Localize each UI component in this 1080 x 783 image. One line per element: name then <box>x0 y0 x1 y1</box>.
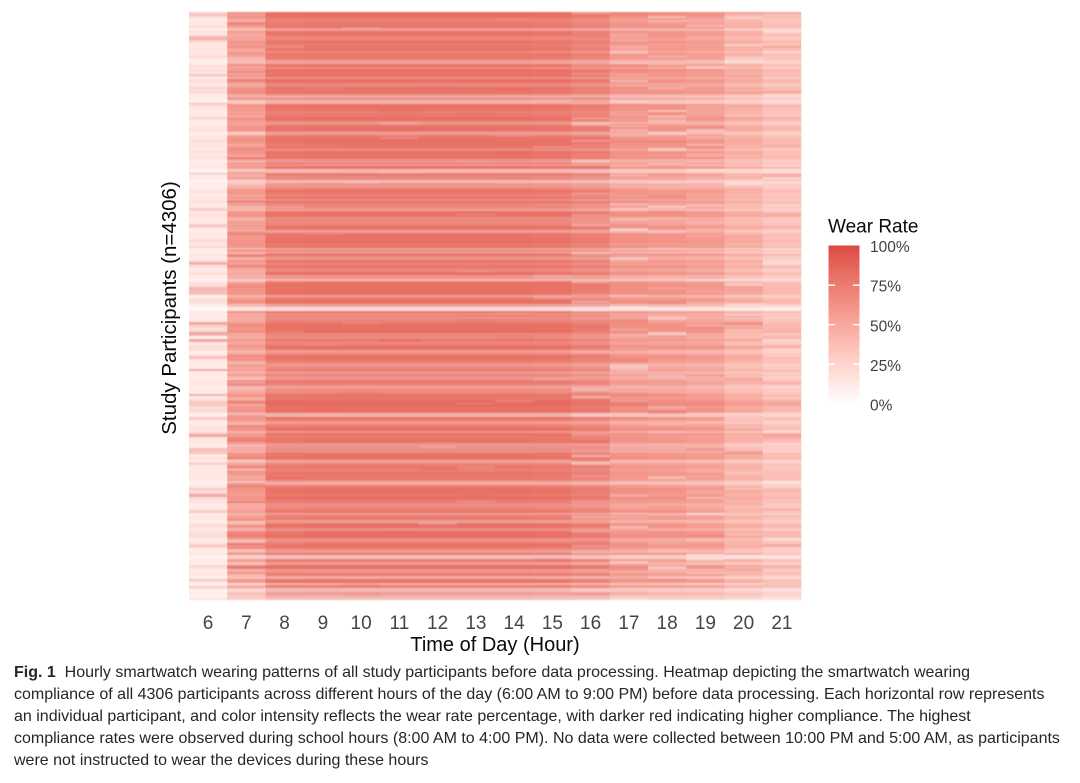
svg-text:17: 17 <box>618 613 639 634</box>
svg-text:Time of Day (Hour): Time of Day (Hour) <box>410 634 579 656</box>
svg-text:14: 14 <box>504 613 526 634</box>
svg-text:10: 10 <box>351 613 372 634</box>
svg-text:100%: 100% <box>870 239 910 256</box>
svg-text:13: 13 <box>465 613 486 634</box>
svg-text:6: 6 <box>203 613 214 634</box>
svg-text:25%: 25% <box>870 358 901 375</box>
svg-text:9: 9 <box>318 613 329 634</box>
svg-text:8: 8 <box>279 613 290 634</box>
svg-text:7: 7 <box>241 613 252 634</box>
svg-text:11: 11 <box>390 613 410 634</box>
svg-text:18: 18 <box>657 613 678 634</box>
svg-text:Wear Rate: Wear Rate <box>828 217 918 238</box>
svg-text:75%: 75% <box>870 279 901 296</box>
svg-text:16: 16 <box>580 613 601 634</box>
svg-text:20: 20 <box>733 613 754 634</box>
svg-text:21: 21 <box>771 613 792 634</box>
svg-text:50%: 50% <box>870 318 901 335</box>
svg-text:12: 12 <box>427 613 448 634</box>
svg-text:0%: 0% <box>870 398 893 415</box>
svg-text:15: 15 <box>542 613 563 634</box>
svg-text:19: 19 <box>695 613 716 634</box>
svg-text:Study Participants (n=4306): Study Participants (n=4306) <box>158 181 181 435</box>
